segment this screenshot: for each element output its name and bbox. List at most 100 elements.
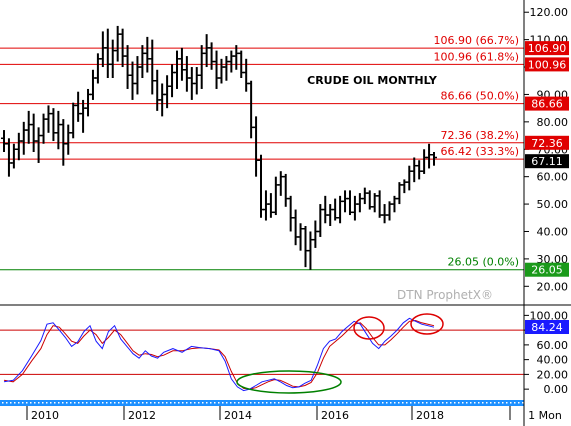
stochastic-reference-lines bbox=[0, 329, 524, 375]
timeline-dot bbox=[38, 402, 40, 404]
timeline-dot bbox=[370, 402, 372, 404]
timeline-dot bbox=[90, 402, 92, 404]
timeline-dot bbox=[430, 402, 432, 404]
ohlc-bars bbox=[1, 25, 437, 270]
timeline-dot bbox=[298, 402, 300, 404]
timeline-dot bbox=[154, 402, 156, 404]
overbought-highlight-ellipse-2 bbox=[410, 313, 444, 335]
timeline-dot bbox=[54, 402, 56, 404]
timeline-dot bbox=[382, 402, 384, 404]
timeline-dot bbox=[162, 402, 164, 404]
x-tick-label: 2018 bbox=[416, 409, 444, 422]
timeline-dot bbox=[258, 402, 260, 404]
timeline-dot bbox=[266, 402, 268, 404]
timeline-dot bbox=[342, 402, 344, 404]
timeline-dot bbox=[198, 402, 200, 404]
timeline-dot bbox=[254, 402, 256, 404]
timeline-dot bbox=[318, 402, 320, 404]
timeline-dot bbox=[482, 402, 484, 404]
timeline-dot bbox=[446, 402, 448, 404]
overbought-highlight-ellipse-1 bbox=[353, 316, 385, 340]
price-tag-box bbox=[525, 135, 569, 150]
timeline-dot bbox=[46, 402, 48, 404]
stochastic-tick-label: 40.00 bbox=[537, 354, 569, 367]
x-axis-ticks: 2010 2012 2014 2016 2018 bbox=[26, 406, 511, 422]
time-axis: 2010 2012 2014 2016 2018 1 Mon bbox=[0, 400, 562, 422]
timeline-dot bbox=[282, 402, 284, 404]
stochastic-tick-label: 20.00 bbox=[537, 368, 569, 381]
oversold-highlight-ellipse bbox=[236, 370, 342, 394]
timeline-dot bbox=[158, 402, 160, 404]
timeline-dot bbox=[490, 402, 492, 404]
stochastic-k-line bbox=[3, 317, 435, 392]
timeline-dot bbox=[118, 402, 120, 404]
timeline-dot bbox=[166, 402, 168, 404]
timeline-dot bbox=[170, 402, 172, 404]
last-price-label: 67.11 bbox=[531, 155, 563, 168]
timeline-dot bbox=[2, 402, 4, 404]
timeline-dot bbox=[58, 402, 60, 404]
timeline-dot bbox=[390, 402, 392, 404]
timeline-dot bbox=[150, 402, 152, 404]
timeline-dot bbox=[442, 402, 444, 404]
timeline-dot bbox=[102, 402, 104, 404]
price-tag-label: 106.90 bbox=[528, 42, 567, 55]
retracement-label: 66.42 (33.3%) bbox=[440, 145, 519, 158]
price-tag-label: 72.36 bbox=[531, 137, 563, 150]
stochastic-tick-label: 100.00 bbox=[530, 309, 569, 322]
timeline-dot bbox=[50, 402, 52, 404]
last-price-box bbox=[525, 154, 569, 169]
timeline-dot bbox=[422, 402, 424, 404]
price-tag-box bbox=[525, 262, 569, 277]
timeline-dot bbox=[314, 402, 316, 404]
timeline-dot bbox=[186, 402, 188, 404]
timeline-dot bbox=[502, 402, 504, 404]
price-tag-box bbox=[525, 96, 569, 111]
x-tick-label: 2016 bbox=[321, 409, 349, 422]
timeline-dot bbox=[346, 402, 348, 404]
timeline-dot bbox=[378, 402, 380, 404]
timeline-dot bbox=[474, 402, 476, 404]
timeline-dot bbox=[206, 402, 208, 404]
retracement-label: 72.36 (38.2%) bbox=[440, 129, 519, 142]
timeline-dot bbox=[326, 402, 328, 404]
stochastic-d-line bbox=[3, 319, 435, 390]
timeline-dot bbox=[410, 402, 412, 404]
timeline-dot bbox=[214, 402, 216, 404]
timeline-dot bbox=[22, 402, 24, 404]
timeline-dot bbox=[354, 402, 356, 404]
retracement-label: 26.05 (0.0%) bbox=[447, 256, 519, 269]
timeline-dot bbox=[454, 402, 456, 404]
timeline-dot bbox=[174, 402, 176, 404]
timeline-dot bbox=[322, 402, 324, 404]
timeline-dot bbox=[234, 402, 236, 404]
timeline-dot bbox=[126, 402, 128, 404]
timeline-dot bbox=[294, 402, 296, 404]
timeline-dot bbox=[398, 402, 400, 404]
stochastic-tag-box bbox=[525, 320, 569, 335]
timeline-dot bbox=[6, 402, 8, 404]
timeline-dot bbox=[250, 402, 252, 404]
timeline-dot bbox=[498, 402, 500, 404]
timeline-dot bbox=[306, 402, 308, 404]
timeline-dot bbox=[338, 402, 340, 404]
timeline-dot bbox=[462, 402, 464, 404]
timeline-dot bbox=[402, 402, 404, 404]
timeline-dot bbox=[466, 402, 468, 404]
timeline-dot bbox=[310, 402, 312, 404]
timeline-dot bbox=[426, 402, 428, 404]
timeline-dot bbox=[374, 402, 376, 404]
stochastic-tick-label: 60.00 bbox=[537, 339, 569, 352]
timeline-dot bbox=[138, 402, 140, 404]
timeline-dot bbox=[386, 402, 388, 404]
timeline-dot bbox=[18, 402, 20, 404]
price-panel: 106.90 (66.7%) 100.96 (61.8%) 86.66 (50.0%… bbox=[0, 6, 569, 302]
timeline-dot bbox=[134, 402, 136, 404]
retracement-label: 100.96 (61.8%) bbox=[433, 50, 519, 63]
timeline-dot bbox=[30, 402, 32, 404]
timeline-dot bbox=[514, 402, 516, 404]
chart-title: CRUDE OIL MONTHLY bbox=[307, 74, 438, 87]
timeline-dot bbox=[434, 402, 436, 404]
timeline-dot bbox=[146, 402, 148, 404]
